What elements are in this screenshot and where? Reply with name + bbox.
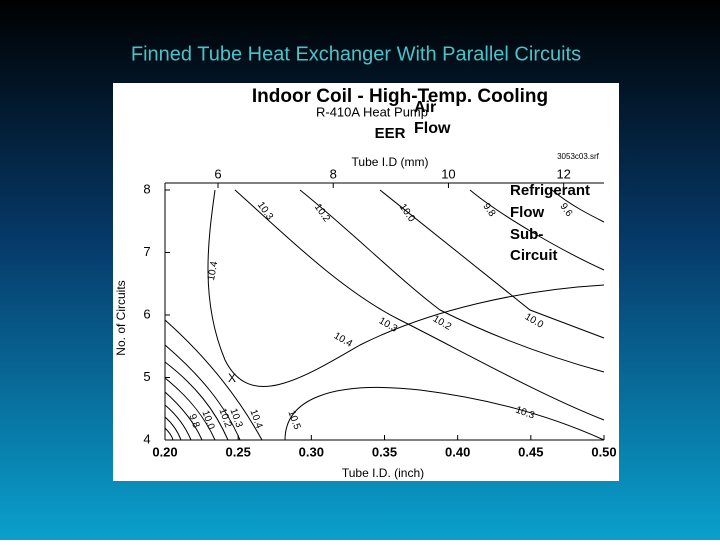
y-tick-label: 4 bbox=[143, 431, 150, 446]
top-tick-label: 12 bbox=[556, 166, 570, 181]
x-tick-label: 0.50 bbox=[591, 444, 616, 459]
left-axis-title: No. of Circuits bbox=[114, 280, 128, 355]
y-tick-label: 7 bbox=[143, 244, 150, 259]
contour-line bbox=[164, 416, 182, 441]
refrigerant-flow-line: Circuit bbox=[510, 247, 558, 264]
contour-line bbox=[164, 344, 241, 441]
top-axis-title: Tube I.D (mm) bbox=[352, 155, 429, 169]
refrigerant-flow-line: Sub- bbox=[510, 226, 543, 243]
contour-line bbox=[164, 391, 203, 441]
refrigerant-flow-label: Refrigerant Flow Sub- Circuit bbox=[510, 182, 590, 264]
y-tick-label: 6 bbox=[143, 306, 150, 321]
x-tick-label: 0.40 bbox=[445, 444, 470, 459]
x-tick-label: 0.25 bbox=[226, 444, 251, 459]
contour-line bbox=[234, 189, 605, 421]
file-name: 3053c03.srf bbox=[557, 152, 600, 161]
slide-title: Finned Tube Heat Exchanger With Parallel… bbox=[131, 43, 581, 65]
figure-subtitle: R-410A Heat Pump bbox=[316, 104, 428, 119]
metric-label: EER bbox=[375, 125, 406, 142]
air-flow-label: Flow bbox=[414, 120, 451, 137]
contour-line bbox=[164, 404, 192, 441]
figure-panel bbox=[113, 83, 619, 481]
contour-line bbox=[299, 189, 605, 373]
contour-line bbox=[379, 189, 605, 339]
contour-line bbox=[164, 377, 216, 441]
bottom-axis-title: Tube I.D. (inch) bbox=[342, 466, 424, 480]
contour-line bbox=[164, 361, 229, 441]
top-tick-label: 10 bbox=[441, 166, 455, 181]
figure-title: Indoor Coil - High-Temp. Cooling bbox=[252, 86, 548, 107]
contour-label: 10.4 bbox=[206, 260, 220, 282]
x-tick-label: 0.20 bbox=[152, 444, 177, 459]
y-tick-label: 5 bbox=[143, 369, 150, 384]
y-tick-label: 8 bbox=[143, 181, 150, 196]
optimum-marker: X bbox=[228, 371, 236, 385]
contour-line bbox=[207, 189, 605, 387]
contour-line bbox=[469, 189, 605, 271]
refrigerant-flow-line: Flow bbox=[510, 204, 544, 221]
plot: Indoor Coil - High-Temp. Cooling R-410A … bbox=[114, 86, 616, 480]
contour-line bbox=[284, 387, 605, 441]
contour-line bbox=[164, 319, 263, 441]
contour-line bbox=[551, 189, 605, 223]
top-tick-label: 6 bbox=[214, 166, 221, 181]
x-tick-label: 0.30 bbox=[299, 444, 324, 459]
refrigerant-flow-line: Refrigerant bbox=[510, 182, 590, 199]
contour-line bbox=[164, 427, 174, 441]
x-tick-label: 0.35 bbox=[372, 444, 397, 459]
air-flow-label: Air bbox=[414, 99, 436, 116]
contour-label: 9.8 bbox=[186, 413, 201, 430]
x-tick-label: 0.45 bbox=[518, 444, 543, 459]
top-tick-label: 8 bbox=[330, 166, 337, 181]
